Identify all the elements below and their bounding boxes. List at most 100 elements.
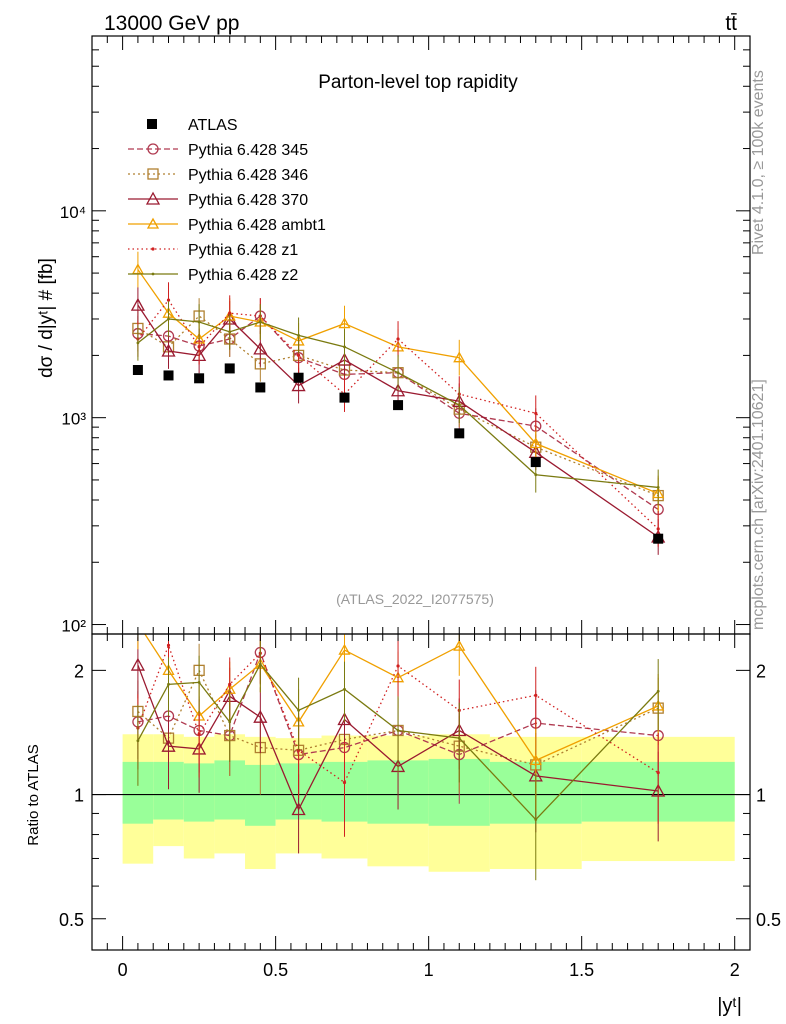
marker-dot bbox=[151, 272, 155, 276]
x-tick-label: 1 bbox=[424, 960, 434, 980]
legend-item-2: Pythia 6.428 346 bbox=[128, 167, 308, 184]
legend-label: Pythia 6.428 ambt1 bbox=[188, 217, 326, 234]
marker-dot bbox=[342, 780, 347, 785]
ratio-tick-label: 0.5 bbox=[756, 910, 781, 930]
marker-dot bbox=[534, 693, 538, 697]
data-series bbox=[132, 363, 664, 544]
series-6 bbox=[136, 301, 660, 506]
marker-dot bbox=[297, 708, 300, 712]
marker-triangle bbox=[338, 643, 351, 655]
marker-circle bbox=[147, 143, 159, 155]
marker-dot bbox=[136, 739, 140, 743]
series-line bbox=[137, 299, 659, 530]
marker-dot bbox=[197, 320, 201, 324]
marker-triangle bbox=[253, 709, 268, 723]
ratio-tick-label: 0.5 bbox=[59, 910, 84, 930]
marker-triangle bbox=[337, 352, 352, 366]
marker-dot bbox=[396, 664, 400, 668]
marker-square bbox=[147, 168, 159, 180]
rivet-version-label: Rivet 4.1.0, ≥ 100k events bbox=[750, 70, 767, 255]
y-tick-label: 10⁴ bbox=[60, 203, 86, 222]
ratio-tick-label: 1 bbox=[756, 786, 766, 806]
marker-dot bbox=[258, 662, 262, 666]
marker-triangle bbox=[291, 378, 306, 392]
marker-dot bbox=[167, 317, 170, 321]
legend-item-5: Pythia 6.428 z1 bbox=[128, 242, 298, 259]
legend-item-1: Pythia 6.428 345 bbox=[128, 142, 308, 159]
x-axis-label: |yᵗ| bbox=[717, 995, 742, 1017]
marker-dot bbox=[296, 353, 301, 358]
marker-filled-square bbox=[147, 119, 157, 129]
marker-triangle bbox=[130, 657, 146, 671]
marker-dot bbox=[457, 736, 461, 740]
ratio-frame bbox=[91, 633, 751, 951]
marker-dot bbox=[656, 486, 660, 489]
marker-dot bbox=[396, 337, 400, 341]
marker-dot bbox=[457, 403, 461, 407]
marker-dot bbox=[228, 682, 232, 686]
marker-dot bbox=[656, 689, 660, 693]
legend-item-atlas: ATLAS bbox=[147, 117, 238, 134]
marker-dot bbox=[534, 818, 538, 821]
marker-triangle bbox=[390, 383, 406, 397]
marker-filled-square bbox=[454, 428, 465, 439]
marker-triangle bbox=[130, 297, 146, 311]
marker-filled-square bbox=[194, 373, 205, 384]
main-panel: 10² 10³ 10⁴ bbox=[60, 35, 751, 636]
marker-triangle bbox=[337, 712, 352, 726]
legend-label: ATLAS bbox=[188, 117, 238, 134]
legend-item-4: Pythia 6.428 ambt1 bbox=[128, 217, 326, 234]
marker-triangle bbox=[453, 639, 466, 651]
legend-label: Pythia 6.428 z1 bbox=[188, 242, 298, 259]
marker-dot bbox=[343, 345, 346, 349]
y-axis-label: dσ / d|yᵗ| # [fb] bbox=[36, 258, 57, 378]
marker-dot bbox=[396, 729, 400, 732]
marker-dot bbox=[656, 771, 660, 775]
legend: ATLAS Pythia 6.428 345 Pythia 6.428 346 Pyt… bbox=[128, 117, 326, 284]
mcplots-label: mcplots.cern.ch [arXiv:2401.10621] bbox=[750, 379, 767, 630]
legend-label: Pythia 6.428 370 bbox=[188, 192, 308, 209]
marker-dot bbox=[228, 720, 232, 724]
legend-item-6: Pythia 6.428 z2 bbox=[128, 267, 298, 284]
marker-triangle bbox=[145, 191, 161, 205]
series-5 bbox=[136, 282, 660, 547]
marker-triangle bbox=[291, 802, 306, 816]
ratio-panel: 0.5 0.5 1 1 2 2 0 0.5 1 1.5 2 bbox=[59, 36, 781, 980]
marker-dot bbox=[197, 681, 201, 684]
legend-item-3: Pythia 6.428 370 bbox=[128, 191, 308, 209]
marker-filled-square bbox=[293, 372, 304, 383]
y-tick-label: 10² bbox=[61, 617, 86, 636]
marker-dot bbox=[166, 298, 171, 302]
marker-triangle bbox=[133, 618, 143, 627]
y-tick-label: 10³ bbox=[61, 410, 86, 429]
legend-label: Pythia 6.428 z2 bbox=[188, 267, 298, 284]
ratio-ticks: 0.5 0.5 1 1 2 2 bbox=[59, 661, 781, 929]
marker-dot bbox=[534, 411, 538, 415]
y-ticks: 10² 10³ 10⁴ bbox=[60, 35, 750, 636]
marker-triangle bbox=[529, 437, 542, 449]
analysis-id: (ATLAS_2022_I2077575) bbox=[336, 591, 494, 607]
marker-filled-square bbox=[530, 457, 541, 468]
energy-label: 13000 GeV pp bbox=[104, 12, 239, 35]
ratio-series-6 bbox=[136, 639, 660, 881]
ratio-tick-label: 1 bbox=[74, 786, 84, 806]
marker-triangle bbox=[161, 738, 176, 752]
marker-dot bbox=[656, 527, 660, 531]
legend-label: Pythia 6.428 346 bbox=[188, 167, 308, 184]
chart-title: Parton-level top rapidity bbox=[318, 72, 518, 93]
marker-dot bbox=[228, 311, 232, 315]
marker-triangle bbox=[338, 317, 351, 329]
process-label: tt̄ bbox=[725, 12, 737, 35]
marker-triangle bbox=[161, 343, 176, 357]
ratio-axis-label: Ratio to ATLAS bbox=[25, 744, 42, 845]
marker-dot bbox=[166, 643, 171, 647]
marker-dot bbox=[151, 247, 155, 251]
marker-dot bbox=[228, 330, 232, 334]
marker-filled-square bbox=[224, 363, 235, 374]
marker-dot bbox=[197, 345, 201, 349]
marker-filled-square bbox=[163, 370, 174, 381]
x-tick-label: 2 bbox=[730, 960, 740, 980]
marker-filled-square bbox=[339, 392, 350, 403]
x-tick-label: 0 bbox=[118, 960, 128, 980]
